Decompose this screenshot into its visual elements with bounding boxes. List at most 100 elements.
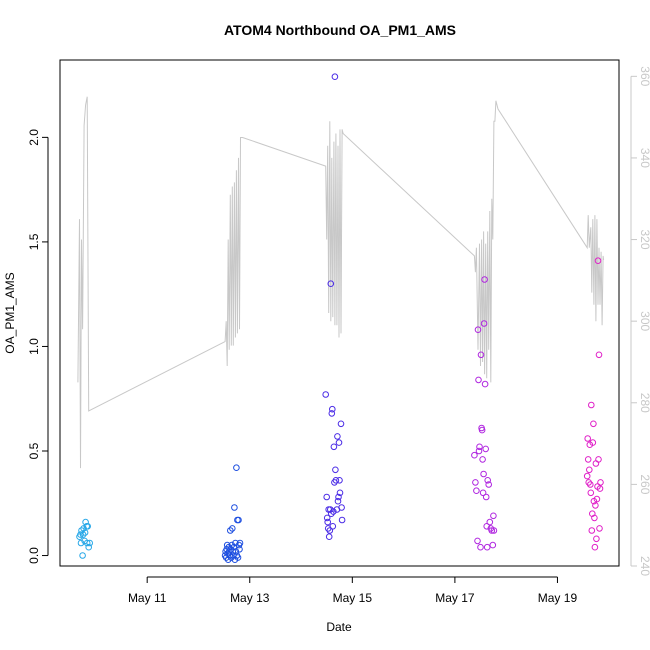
data-point: [482, 445, 490, 453]
data-point: [84, 523, 91, 530]
data-point: [232, 539, 239, 547]
y2-tick-label: 300: [638, 311, 650, 331]
y2-tick-label: 360: [638, 66, 650, 86]
data-point: [328, 510, 335, 518]
data-point: [473, 487, 480, 495]
data-point: [584, 456, 592, 463]
data-point: [477, 543, 484, 551]
data-point: [477, 351, 485, 359]
data-point: [482, 493, 490, 501]
data-point: [481, 276, 488, 283]
data-point: [489, 541, 497, 549]
data-point: [327, 280, 335, 288]
data-point: [480, 320, 488, 327]
data-point: [478, 426, 486, 434]
data-point: [475, 376, 482, 384]
data-point: [338, 504, 345, 511]
data-point: [330, 508, 337, 515]
data-point: [475, 447, 483, 455]
data-point: [594, 257, 602, 265]
x-tick-label: May 13: [230, 591, 270, 605]
data-point: [587, 481, 594, 488]
data-point: [228, 554, 235, 561]
y2-tick-label: 280: [638, 393, 650, 413]
data-point: [593, 495, 601, 503]
data-point: [486, 518, 494, 526]
data-point: [81, 529, 89, 536]
data-point: [597, 479, 604, 486]
data-point: [584, 435, 592, 442]
data-point: [476, 443, 483, 451]
data-point: [227, 527, 234, 534]
data-point: [479, 489, 487, 497]
data-point: [322, 391, 330, 398]
data-point: [325, 533, 333, 541]
data-point: [337, 420, 345, 428]
data-point: [471, 451, 478, 459]
axes-layer: May 11 May 13 May 15 May 17 May 19 0.0 0.5 1.0 1…: [27, 66, 650, 605]
y-tick-label: 1.5: [27, 233, 41, 250]
data-point: [324, 518, 332, 526]
points-layer: [76, 73, 604, 564]
secondary-line-layer: [77, 96, 605, 469]
data-point: [590, 420, 597, 428]
data-point: [490, 512, 497, 520]
data-point: [591, 514, 598, 522]
y-axis-label: OA_PM1_AMS: [3, 272, 17, 353]
data-point: [335, 493, 342, 501]
data-point: [78, 527, 85, 534]
data-point: [336, 489, 344, 497]
data-point: [474, 326, 482, 334]
x-tick-label: May 19: [538, 591, 578, 605]
data-point: [589, 439, 597, 446]
data-point: [592, 502, 599, 509]
data-point: [588, 401, 595, 409]
data-point: [85, 543, 92, 551]
data-point: [235, 516, 242, 524]
data-point: [474, 537, 481, 545]
data-point: [335, 439, 343, 446]
y-tick-label: 1.0: [27, 338, 41, 355]
data-point: [586, 466, 593, 474]
data-point: [479, 456, 486, 463]
y2-tick-label: 240: [638, 556, 650, 576]
data-point: [79, 552, 86, 559]
plot-frame: [59, 59, 620, 567]
data-point: [229, 525, 236, 532]
data-point: [595, 351, 603, 359]
data-point: [233, 464, 240, 472]
data-point: [490, 527, 498, 534]
data-point: [338, 516, 346, 524]
data-point: [331, 73, 339, 80]
y2-tick-label: 260: [638, 474, 650, 494]
data-point: [334, 433, 341, 440]
data-point: [488, 527, 496, 534]
data-point: [228, 541, 236, 549]
data-point: [323, 514, 331, 522]
y2-tick-label: 320: [638, 229, 650, 249]
data-point: [232, 548, 240, 555]
data-point: [229, 548, 237, 555]
secondary-line: [77, 96, 605, 469]
x-axis-label: Date: [326, 620, 352, 634]
y2-tick-label: 340: [638, 148, 650, 168]
data-point: [332, 477, 340, 484]
data-point: [334, 497, 342, 505]
y-tick-label: 0.0: [27, 547, 41, 564]
data-point: [86, 539, 93, 547]
data-point: [77, 539, 85, 547]
data-point: [231, 504, 238, 511]
data-point: [596, 525, 603, 532]
data-point: [328, 410, 336, 417]
data-point: [330, 443, 338, 451]
data-point: [326, 527, 334, 534]
data-point: [483, 543, 491, 551]
data-point: [583, 472, 591, 480]
x-tick-label: May 11: [128, 591, 167, 605]
data-point: [323, 493, 331, 501]
data-point: [234, 554, 242, 561]
x-tick-label: May 17: [435, 591, 475, 605]
data-point: [593, 535, 600, 543]
data-point: [236, 539, 244, 547]
